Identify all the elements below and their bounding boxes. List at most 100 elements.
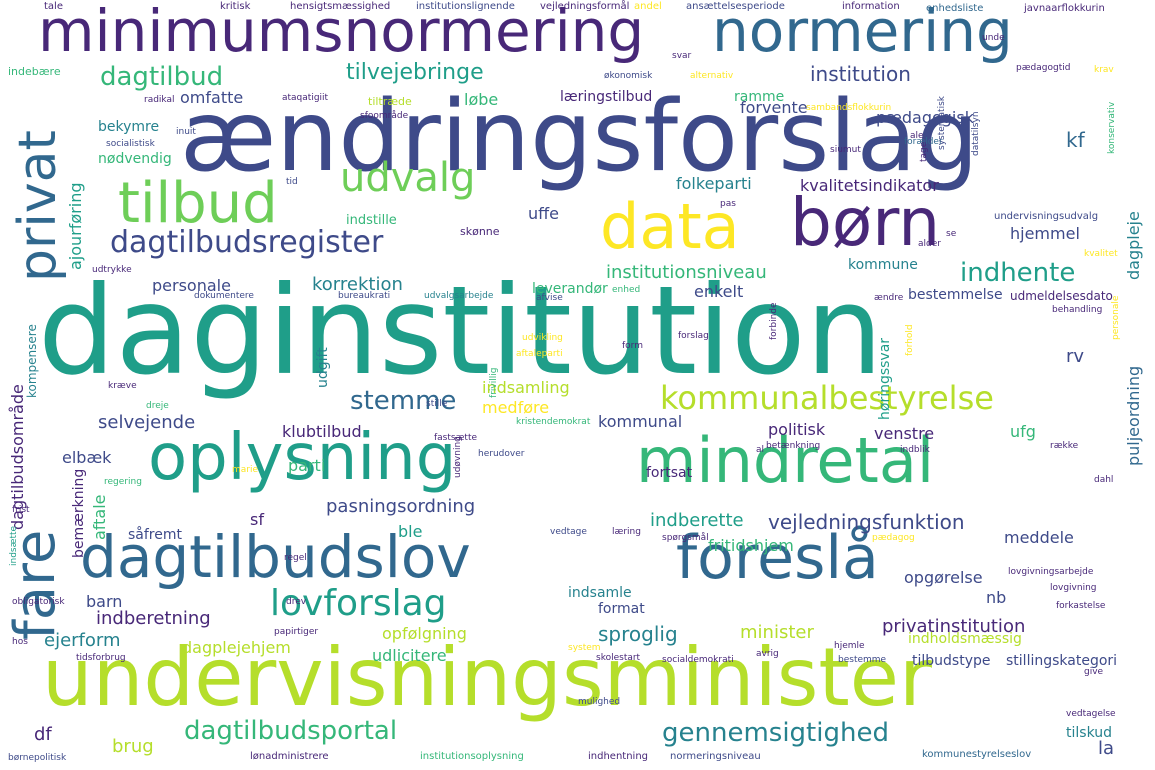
word: dagtilbudsregister: [110, 225, 384, 260]
word: fastsætte: [434, 433, 478, 443]
word: minister: [740, 622, 814, 643]
word: oplysning: [148, 421, 457, 495]
word: korrektion: [312, 274, 403, 295]
word: leverandør: [532, 281, 608, 297]
word: lovgivning: [1050, 583, 1097, 593]
word: al: [756, 445, 765, 455]
word: regering: [104, 477, 142, 487]
word: vedtagelse: [1066, 709, 1116, 719]
word: skønne: [460, 225, 500, 238]
word: brug: [112, 736, 154, 757]
word: drev: [286, 597, 307, 607]
word: bestemme: [838, 655, 887, 665]
word: folkeparti: [676, 174, 752, 193]
word: opgørelse: [904, 568, 983, 587]
word: indhente: [960, 258, 1076, 288]
word: svar: [672, 51, 692, 61]
word: vejledningsfunktion: [768, 510, 965, 534]
word: radikal: [144, 95, 175, 105]
word: udlicitere: [372, 646, 447, 665]
word: dagtilbudsportal: [184, 716, 398, 746]
word: politisk: [768, 420, 826, 439]
word: ale: [910, 131, 924, 141]
word: gennemsigtighed: [662, 718, 889, 748]
word: ataqatigiit: [282, 93, 329, 103]
word: marie: [232, 465, 259, 475]
word: form: [622, 341, 643, 351]
word: nødvendig: [98, 151, 172, 167]
word: indebære: [8, 65, 61, 78]
word: pædagogtid: [1016, 63, 1071, 73]
word: alternativ: [690, 71, 734, 81]
word: pædagogisk: [876, 108, 974, 127]
word: socialistisk: [106, 139, 155, 149]
word: såfremt: [128, 527, 182, 543]
word: enhedsliste: [926, 3, 984, 14]
word: krav: [1094, 65, 1114, 75]
word: indblik: [900, 445, 930, 455]
word: række: [1050, 441, 1079, 451]
word: kommunestyrelseslov: [922, 749, 1032, 760]
word: frivillig: [489, 367, 499, 398]
word: betænkning: [766, 441, 821, 451]
word: skolestart: [596, 653, 641, 663]
word: forælder: [904, 137, 943, 147]
word: børnepolitisk: [8, 753, 67, 763]
word: frist: [12, 505, 30, 515]
word: udmeldelsesdato: [1010, 289, 1113, 303]
word: tid: [286, 177, 298, 187]
word: forhold: [905, 324, 915, 356]
word: dagplejehjem: [182, 638, 291, 657]
word: undervisningsminister: [42, 631, 932, 724]
word: ajourføring: [66, 182, 85, 271]
word: ændre: [874, 293, 904, 303]
word: la: [1098, 738, 1115, 759]
word: omfatte: [180, 88, 244, 107]
word: normeringsniveau: [670, 751, 761, 762]
word: børn: [790, 184, 941, 261]
word: hjemle: [834, 641, 865, 651]
word: indhentning: [588, 751, 649, 762]
word: selvejende: [98, 412, 196, 433]
word: institutionsoplysning: [420, 751, 524, 762]
word: udvalg: [340, 155, 476, 201]
word: indsamling: [482, 378, 570, 397]
word: tidsforbrug: [76, 653, 126, 663]
word: klubtilbud: [282, 422, 362, 441]
word: papirtiger: [274, 627, 319, 637]
word: økonomisk: [604, 71, 653, 81]
word: kristendemokrat: [516, 417, 591, 427]
word: barn: [86, 592, 123, 611]
word: løbe: [464, 90, 499, 109]
word: data: [600, 190, 740, 263]
word: sproglig: [598, 622, 678, 646]
word: tilskud: [1066, 725, 1112, 741]
word: tilvejebringe: [346, 60, 484, 85]
word: forslag: [678, 331, 709, 341]
word: enkelt: [694, 282, 744, 301]
word: ændringsforslag: [180, 80, 979, 194]
word: tale: [44, 1, 63, 12]
word: pædagog: [872, 533, 915, 543]
word: regel: [284, 553, 307, 563]
word: indsætte: [9, 525, 19, 566]
word: indberetning: [96, 608, 211, 629]
word: kommune: [848, 257, 918, 273]
word: socialdemokrati: [662, 655, 734, 665]
word: kommunalbestyrelse: [660, 379, 994, 417]
word: information: [842, 1, 900, 12]
word: elbæk: [62, 448, 112, 467]
word: fritidshjem: [708, 536, 794, 555]
word: undervisningsudvalg: [994, 211, 1099, 222]
word: medføre: [482, 398, 550, 417]
word: behandling: [1052, 305, 1103, 315]
word: andel: [634, 1, 662, 12]
word: indholdsmæssig: [908, 631, 1022, 647]
word: system: [568, 643, 601, 653]
word: normering: [712, 0, 1013, 65]
word: tilbud: [118, 171, 278, 236]
word: minimumsnormering: [38, 0, 645, 65]
word: spørgsmål: [662, 533, 709, 543]
word: se: [946, 229, 957, 239]
